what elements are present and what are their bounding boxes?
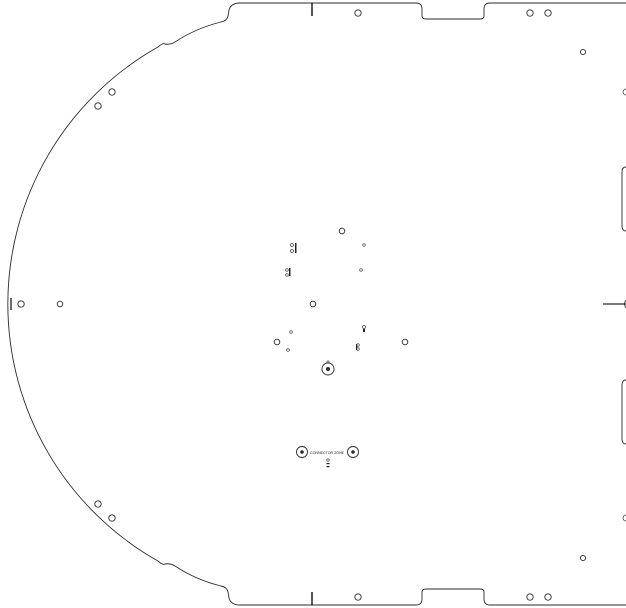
center-hole-b <box>309 300 317 308</box>
hole-upper-left-2 <box>94 102 102 110</box>
connector-hole-left <box>296 446 308 458</box>
hole-left-2 <box>56 300 64 308</box>
center-hole-d <box>401 338 409 346</box>
center-hole-c <box>273 338 281 346</box>
component-marks <box>289 243 365 350</box>
center-hole-a <box>338 227 346 235</box>
mounting-holes <box>17 9 587 601</box>
center-boss <box>321 360 335 376</box>
hole-top-4 <box>579 48 587 56</box>
hole-top-1 <box>354 9 362 17</box>
right-edge-hole-2 <box>622 514 626 522</box>
hole-bottom-right <box>579 554 587 562</box>
hole-lower-left-2 <box>108 514 116 522</box>
right-edge-hole-1 <box>622 88 626 96</box>
hole-top-2 <box>526 9 534 17</box>
hole-upper-left-1 <box>108 88 116 96</box>
hole-left-1 <box>17 300 25 308</box>
hole-lower-left-1 <box>94 500 102 508</box>
small-holes <box>285 243 366 352</box>
hole-bottom-1 <box>354 593 362 601</box>
connector-hole-right <box>347 446 359 458</box>
plate-outline <box>7 2 626 606</box>
connector-zone: CONNECTOR ZONE <box>296 446 359 468</box>
right-cutout-upper <box>621 166 626 232</box>
hole-bottom-3 <box>544 593 552 601</box>
connector-zone-label: CONNECTOR ZONE <box>310 451 345 455</box>
hole-top-3 <box>544 9 552 17</box>
center-holes <box>273 227 409 346</box>
right-cutout-lower <box>621 379 626 445</box>
hole-bottom-2 <box>526 593 534 601</box>
